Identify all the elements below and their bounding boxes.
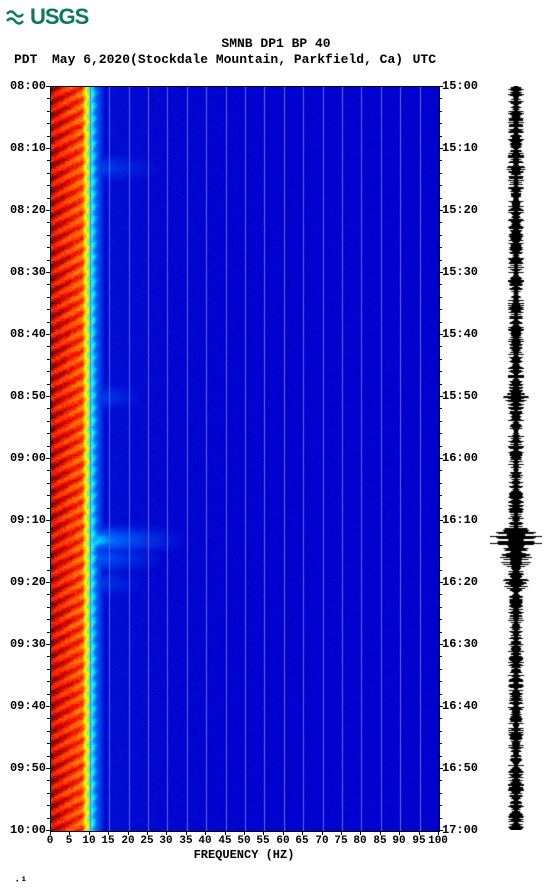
x-tick: 45 [218, 835, 231, 847]
y-tick-left: 08:00 [2, 79, 46, 93]
x-tick: 85 [373, 835, 386, 847]
y-tick-right: 15:50 [442, 389, 478, 403]
y-tick-left: 09:40 [2, 699, 46, 713]
y-tick-right: 16:40 [442, 699, 478, 713]
y-tick-left: 08:20 [2, 203, 46, 217]
usgs-logo: USGS [6, 4, 88, 30]
y-tick-right: 16:10 [442, 513, 478, 527]
x-tick: 70 [315, 835, 328, 847]
x-tick: 60 [276, 835, 289, 847]
x-tick: 10 [82, 835, 95, 847]
x-tick: 25 [140, 835, 153, 847]
tz-right: UTC [413, 52, 436, 67]
x-tick: 40 [198, 835, 211, 847]
y-tick-right: 15:20 [442, 203, 478, 217]
cursor-mark: ·¹ [14, 876, 27, 888]
y-tick-right: 16:30 [442, 637, 478, 651]
x-tick: 55 [256, 835, 269, 847]
y-tick-right: 15:40 [442, 327, 478, 341]
x-tick: 5 [66, 835, 73, 847]
y-tick-right: 16:00 [442, 451, 478, 465]
wave-icon [6, 6, 28, 28]
x-tick: 95 [412, 835, 425, 847]
x-tick: 90 [392, 835, 405, 847]
x-axis-title: FREQUENCY (HZ) [50, 848, 438, 862]
y-tick-right: 16:50 [442, 761, 478, 775]
x-tick: 20 [121, 835, 134, 847]
waveform-canvas [490, 86, 542, 830]
x-tick: 80 [353, 835, 366, 847]
tz-left: PDT [14, 52, 37, 67]
y-tick-right: 15:10 [442, 141, 478, 155]
x-tick: 15 [101, 835, 114, 847]
station-title: SMNB DP1 BP 40 [0, 36, 552, 52]
y-tick-left: 09:20 [2, 575, 46, 589]
x-tick: 65 [295, 835, 308, 847]
x-tick: 35 [179, 835, 192, 847]
y-tick-right: 16:20 [442, 575, 478, 589]
spectrogram-canvas [50, 86, 440, 832]
y-tick-left: 08:30 [2, 265, 46, 279]
y-tick-right: 15:30 [442, 265, 478, 279]
y-tick-left: 09:10 [2, 513, 46, 527]
x-tick: 75 [334, 835, 347, 847]
y-tick-left: 08:10 [2, 141, 46, 155]
x-tick: 30 [159, 835, 172, 847]
y-tick-left: 09:30 [2, 637, 46, 651]
y-tick-left: 08:40 [2, 327, 46, 341]
y-tick-left: 10:00 [2, 823, 46, 837]
y-tick-left: 09:50 [2, 761, 46, 775]
y-tick-left: 08:50 [2, 389, 46, 403]
y-tick-left: 09:00 [2, 451, 46, 465]
x-tick: 100 [428, 835, 448, 847]
x-tick: 50 [237, 835, 250, 847]
y-tick-right: 15:00 [442, 79, 478, 93]
logo-text: USGS [30, 4, 88, 30]
date-location: May 6,2020(Stockdale Mountain, Parkfield… [52, 52, 403, 67]
x-tick: 0 [47, 835, 54, 847]
